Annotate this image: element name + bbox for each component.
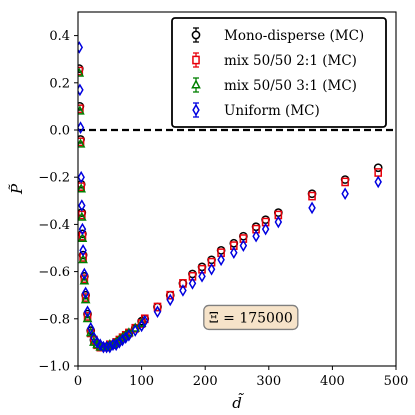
data-point-diamond	[78, 170, 85, 184]
data-point-triangle	[78, 254, 88, 264]
legend-box	[171, 17, 387, 128]
data-point-diamond	[261, 222, 270, 236]
data-point-square	[308, 191, 316, 201]
data-point-diamond	[112, 338, 120, 352]
data-point-diamond	[78, 83, 84, 97]
data-point-triangle	[78, 183, 87, 193]
annotation: Ξ = 175000	[203, 304, 299, 331]
data-point-diamond	[141, 314, 149, 328]
y-tick-label: 0.2	[49, 76, 70, 91]
plot-area	[78, 41, 396, 354]
data-point-diamond	[118, 333, 127, 347]
data-point-diamond	[153, 305, 162, 319]
x-tick-label: 200	[193, 374, 218, 389]
data-point-square	[80, 274, 89, 284]
data-point-diamond	[341, 187, 349, 201]
data-point-circle	[373, 163, 383, 173]
data-point-diamond	[83, 305, 92, 319]
data-point-diamond	[115, 336, 124, 349]
data-point-triangle	[78, 67, 85, 77]
data-point-diamond	[188, 277, 197, 290]
x-tick-label: 100	[129, 374, 154, 389]
data-point-square	[166, 290, 175, 300]
data-point-diamond	[252, 229, 260, 243]
data-point-diamond	[78, 121, 85, 134]
data-point-diamond	[86, 321, 95, 335]
legend: Mono-disperse (MC) mix 50/50 2:1 (MC) mix …	[171, 17, 387, 128]
legend-marker-square	[192, 55, 200, 65]
data-point-diamond	[81, 286, 90, 300]
data-point-diamond	[78, 222, 87, 236]
data-point-triangle	[85, 327, 96, 337]
data-point-diamond	[79, 244, 87, 257]
data-point-square	[78, 104, 84, 114]
data-point-diamond	[217, 253, 225, 267]
data-point-square	[83, 312, 92, 321]
annotation-box	[203, 304, 299, 331]
data-point-diamond	[125, 328, 133, 342]
data-point-square	[78, 137, 85, 147]
x-tick-label: 0	[74, 374, 82, 389]
data-layer	[78, 41, 396, 354]
series-3	[78, 41, 382, 354]
data-point-triangle	[78, 138, 86, 148]
data-point-triangle	[82, 313, 93, 323]
x-axis-label: d̃	[232, 393, 244, 412]
data-point-square	[78, 66, 84, 76]
data-point-diamond	[80, 267, 89, 281]
data-point-triangle	[80, 294, 91, 304]
plot-frame	[77, 11, 397, 367]
legend-marker-circle	[191, 30, 201, 40]
axes: 0 100 200 300 400 500 −1.0 −0.8 −0.6 −0.4 −0.2 0.0 0…	[8, 11, 409, 412]
legend-label: mix 50/50 2:1 (MC)	[224, 53, 357, 69]
data-point-triangle	[79, 275, 90, 285]
data-point-square	[341, 177, 349, 187]
data-point-triangle	[78, 232, 88, 243]
y-axis-label: P̃	[8, 183, 26, 195]
data-point-diamond	[239, 239, 248, 252]
data-point-diamond	[106, 340, 114, 354]
y-tick-label: −1.0	[38, 360, 70, 375]
legend-marker-diamond	[192, 103, 200, 117]
data-point-diamond	[374, 175, 382, 189]
data-point-diamond	[230, 246, 238, 260]
data-point-diamond	[78, 41, 84, 54]
data-point-diamond	[121, 331, 130, 345]
series-2	[78, 67, 147, 351]
x-tick-label: 500	[384, 374, 409, 389]
y-tick-label: 0.4	[49, 29, 70, 44]
data-point-diamond	[308, 201, 316, 215]
y-tick-label: −0.2	[38, 171, 70, 186]
data-point-diamond	[78, 199, 86, 212]
y-tick-label: −0.8	[38, 312, 70, 327]
data-point-diamond	[207, 262, 216, 276]
data-point-triangle	[78, 211, 87, 221]
data-point-diamond	[131, 324, 139, 337]
legend-label: mix 50/50 3:1 (MC)	[224, 78, 357, 94]
data-point-diamond	[166, 293, 174, 307]
data-point-diamond	[179, 284, 187, 297]
y-tick-label: 0.0	[49, 124, 70, 139]
annotation-text: Ξ = 175000	[209, 310, 293, 326]
y-tick-label: −0.4	[38, 218, 70, 233]
legend-marker-triangle	[191, 79, 201, 89]
data-point-square	[81, 293, 90, 302]
data-point-square	[153, 302, 162, 312]
legend-label: Mono-disperse (MC)	[224, 28, 364, 44]
legend-label: Uniform (MC)	[224, 103, 320, 119]
data-point-diamond	[274, 215, 283, 229]
y-tick-label: −0.6	[38, 265, 70, 280]
x-tick-label: 400	[320, 374, 345, 389]
data-point-diamond	[198, 269, 206, 283]
x-tick-label: 300	[256, 374, 281, 389]
